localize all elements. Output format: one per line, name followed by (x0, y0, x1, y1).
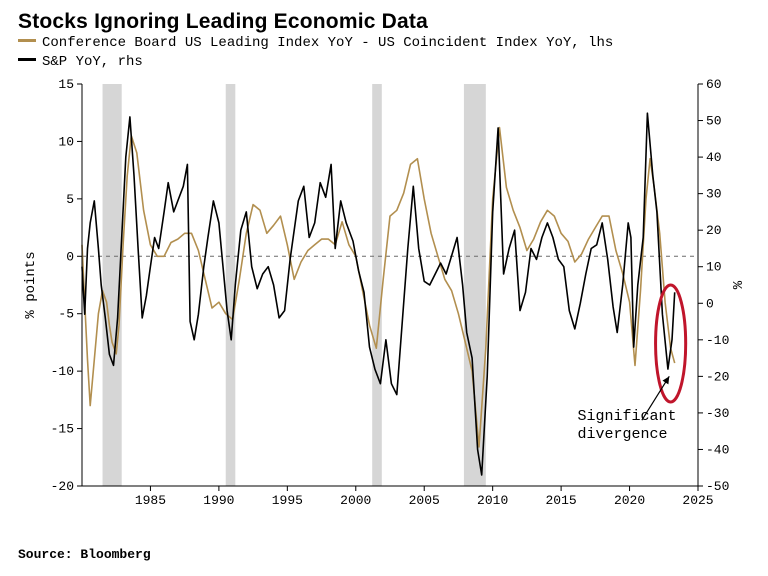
annotation-text-2: divergence (578, 426, 668, 443)
svg-text:-10: -10 (51, 364, 74, 379)
legend-sp-swatch (18, 58, 36, 61)
svg-text:-30: -30 (706, 406, 729, 421)
legend-sp-label: S&P YoY, rhs (42, 54, 143, 70)
y-right-label: % (731, 280, 747, 289)
legend-sp: S&P YoY, rhs (18, 53, 750, 72)
legend-lei: Conference Board US Leading Index YoY - … (18, 34, 750, 53)
annotation-text: Significant (578, 408, 677, 425)
svg-text:1995: 1995 (272, 493, 303, 508)
svg-text:2015: 2015 (546, 493, 577, 508)
legend-lei-label: Conference Board US Leading Index YoY - … (42, 35, 613, 51)
svg-text:2005: 2005 (409, 493, 440, 508)
svg-text:10: 10 (706, 260, 722, 275)
svg-text:2000: 2000 (340, 493, 371, 508)
svg-text:-10: -10 (706, 333, 729, 348)
svg-text:15: 15 (58, 77, 74, 92)
svg-text:50: 50 (706, 113, 722, 128)
svg-text:0: 0 (706, 296, 714, 311)
svg-text:-50: -50 (706, 479, 729, 494)
svg-text:0: 0 (66, 249, 74, 264)
svg-text:60: 60 (706, 77, 722, 92)
legend-lei-swatch (18, 39, 36, 42)
svg-text:-20: -20 (706, 369, 729, 384)
svg-text:30: 30 (706, 186, 722, 201)
chart-area: 198519901995200020052010201520202025-20-… (18, 72, 750, 520)
svg-text:2020: 2020 (614, 493, 645, 508)
svg-text:5: 5 (66, 192, 74, 207)
svg-text:40: 40 (706, 150, 722, 165)
svg-text:20: 20 (706, 223, 722, 238)
svg-text:2025: 2025 (682, 493, 713, 508)
y-left-label: % points (23, 251, 39, 318)
svg-text:-20: -20 (51, 479, 74, 494)
svg-text:1990: 1990 (203, 493, 234, 508)
svg-text:2010: 2010 (477, 493, 508, 508)
chart-title: Stocks Ignoring Leading Economic Data (18, 10, 750, 34)
svg-text:1985: 1985 (135, 493, 166, 508)
svg-text:-15: -15 (51, 421, 74, 436)
svg-text:10: 10 (58, 134, 74, 149)
svg-text:-5: -5 (58, 306, 74, 321)
recession-band (226, 84, 236, 486)
recession-band (464, 84, 486, 486)
source-label: Source: Bloomberg (18, 547, 151, 562)
svg-text:-40: -40 (706, 442, 729, 457)
recession-band (372, 84, 382, 486)
